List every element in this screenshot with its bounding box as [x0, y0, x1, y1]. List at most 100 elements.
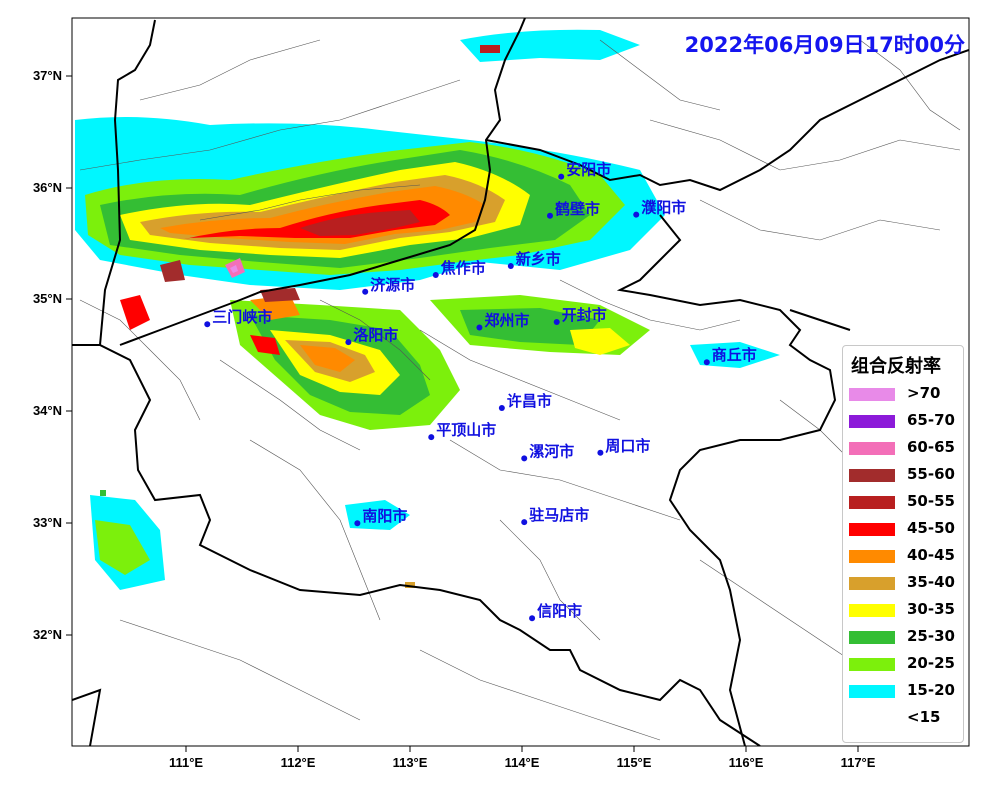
legend-label: 15-20	[907, 681, 955, 699]
lat-label: 36°N	[33, 180, 62, 195]
city-marker: 安阳市	[558, 161, 611, 180]
legend-item: 30-35	[849, 600, 961, 620]
province-boundaries	[72, 18, 969, 746]
city-marker: 焦作市	[432, 259, 486, 279]
city-dot	[204, 321, 211, 328]
city-marker: 鹤壁市	[547, 200, 600, 219]
lon-label: 116°E	[729, 755, 764, 770]
legend-swatch	[849, 442, 895, 455]
legend-item: 25-30	[849, 627, 961, 647]
city-marker: 许昌市	[498, 392, 552, 412]
legend-swatch	[849, 523, 895, 536]
legend-swatch	[849, 712, 895, 725]
city-label: 安阳市	[566, 161, 611, 179]
city-label: 新乡市	[516, 250, 561, 268]
legend-label: <15	[907, 708, 941, 726]
legend-item: 20-25	[849, 654, 961, 674]
legend-item: 55-60	[849, 465, 961, 485]
legend-swatch	[849, 685, 895, 698]
city-dot	[597, 449, 604, 456]
legend-label: 45-50	[907, 519, 955, 537]
county-boundaries	[79, 39, 961, 741]
legend-item: >70	[849, 384, 961, 404]
city-marker: 济源市	[362, 276, 415, 295]
city-dot	[432, 272, 439, 279]
city-dot	[553, 318, 560, 325]
city-marker: 濮阳市	[633, 199, 686, 218]
legend-label: 25-30	[907, 627, 955, 645]
city-label: 商丘市	[712, 346, 757, 364]
latitude-labels: 37°N 36°N 35°N 34°N 33°N 32°N	[33, 68, 62, 642]
city-label: 漯河市	[529, 442, 574, 460]
lat-label: 37°N	[33, 68, 62, 83]
legend-swatch	[849, 577, 895, 590]
city-marker: 三门峡市	[204, 308, 272, 328]
legend-label: 20-25	[907, 654, 955, 672]
legend-label: 40-45	[907, 546, 955, 564]
legend-item: 40-45	[849, 546, 961, 566]
city-marker: 平顶山市	[428, 421, 496, 441]
legend-item: 65-70	[849, 411, 961, 431]
city-marker: 驻马店市	[521, 506, 589, 526]
city-label: 周口市	[605, 437, 650, 455]
lon-label: 115°E	[617, 755, 652, 770]
legend-item: 35-40	[849, 573, 961, 593]
legend-label: 60-65	[907, 438, 955, 456]
legend-swatch	[849, 658, 895, 671]
city-dot	[521, 455, 528, 462]
city-marker: 商丘市	[703, 346, 757, 366]
city-dot	[476, 324, 483, 331]
lon-label: 112°E	[281, 755, 316, 770]
city-dot	[345, 339, 352, 346]
city-dot	[362, 288, 369, 295]
city-marker: 周口市	[597, 437, 650, 456]
longitude-labels: 111°E 112°E 113°E 114°E 115°E 116°E 117°…	[169, 755, 876, 770]
legend-label: 55-60	[907, 465, 955, 483]
plot-frame	[71, 17, 970, 747]
legend-item: <15	[849, 708, 961, 728]
lat-label: 34°N	[33, 403, 62, 418]
city-marker: 漯河市	[521, 442, 574, 462]
city-label: 开封市	[562, 306, 607, 324]
legend-label: 65-70	[907, 411, 955, 429]
lat-label: 33°N	[33, 515, 62, 530]
city-marker: 新乡市	[507, 250, 561, 270]
lon-label: 111°E	[169, 755, 203, 770]
legend-title: 组合反射率	[851, 356, 941, 377]
legend-swatch	[849, 631, 895, 644]
legend-item: 15-20	[849, 681, 961, 701]
city-dot	[521, 519, 528, 526]
city-dot	[428, 434, 435, 441]
city-label: 洛阳市	[353, 326, 398, 344]
city-label: 鹤壁市	[555, 200, 600, 218]
legend-item: 45-50	[849, 519, 961, 539]
legend-swatch	[849, 604, 895, 617]
city-label: 南阳市	[362, 507, 407, 525]
lat-label: 35°N	[33, 291, 62, 306]
city-marker: 郑州市	[476, 312, 529, 331]
legend-item: 50-55	[849, 492, 961, 512]
city-label: 焦作市	[440, 259, 486, 277]
city-dot	[547, 212, 553, 219]
legend-label: 30-35	[907, 600, 955, 618]
city-dot	[498, 405, 505, 412]
legend-swatch	[849, 415, 895, 428]
city-dot	[558, 173, 565, 180]
legend-label: 35-40	[907, 573, 955, 591]
city-dot	[354, 520, 361, 527]
legend-label: 50-55	[907, 492, 955, 510]
radar-echo-layer	[75, 29, 780, 590]
city-label: 济源市	[370, 276, 415, 294]
city-label: 濮阳市	[641, 199, 686, 217]
legend-swatch	[849, 388, 895, 401]
lat-label: 32°N	[33, 627, 62, 642]
legend-label: >70	[907, 384, 941, 402]
city-label: 许昌市	[507, 392, 552, 410]
legend: 组合反射率 >70 65-70 60-65 55-60 50-55 45-50 40-45 3…	[842, 345, 964, 743]
city-marker: 信阳市	[529, 602, 582, 622]
legend-swatch	[849, 550, 895, 563]
city-label: 平顶山市	[436, 421, 496, 439]
city-dot	[507, 263, 514, 270]
lon-label: 113°E	[393, 755, 428, 770]
